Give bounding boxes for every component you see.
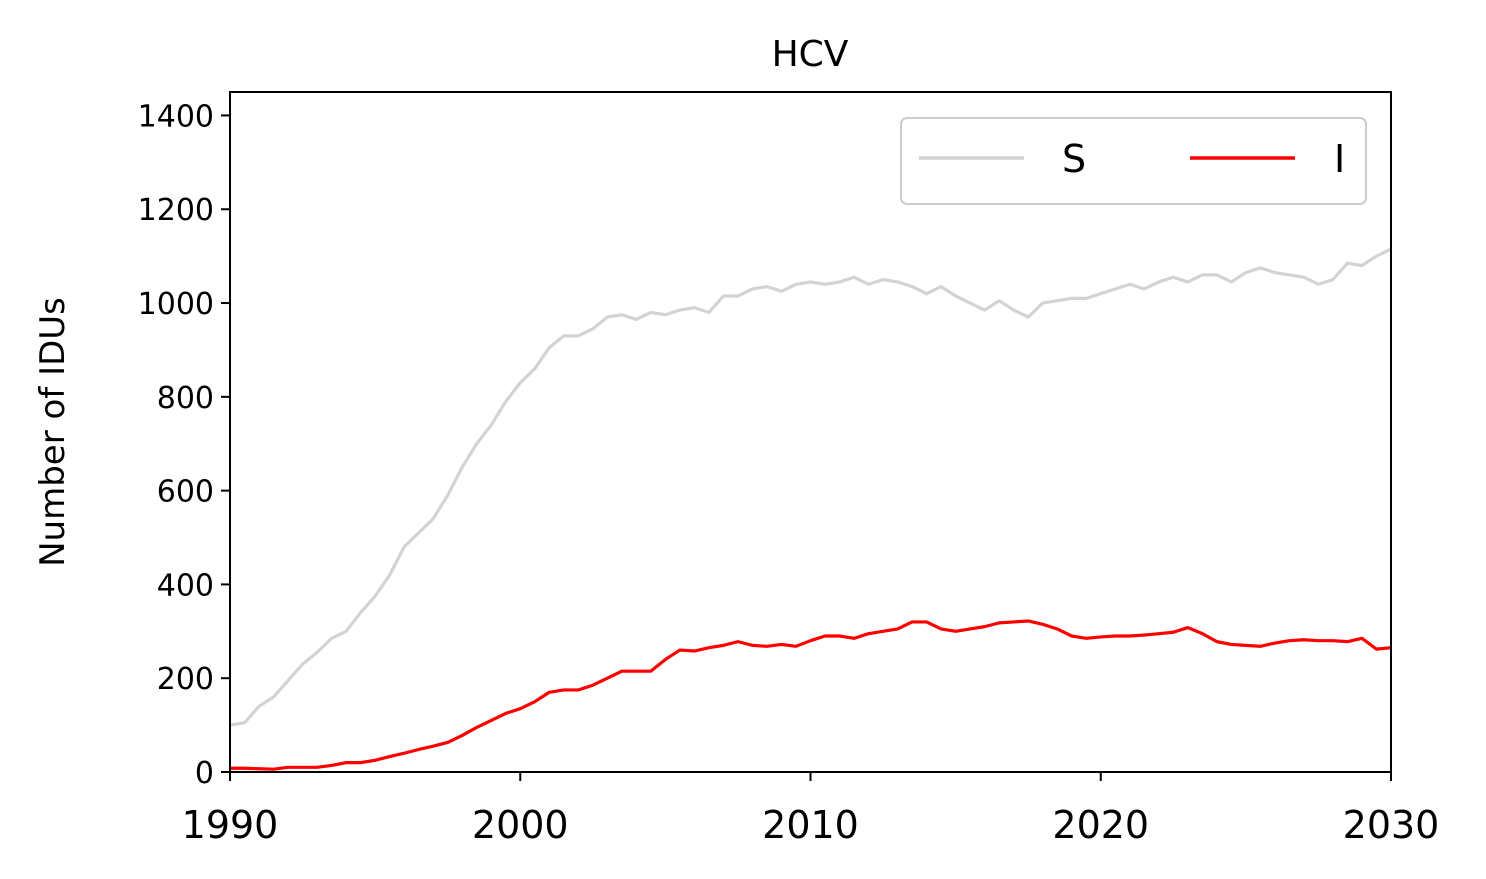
y-tick-label: 1200 xyxy=(138,193,214,228)
legend-label-S: S xyxy=(1062,137,1086,181)
y-tick-label: 1400 xyxy=(138,99,214,134)
y-tick-label: 600 xyxy=(157,475,214,510)
x-axis: 1990 2000 2010 2020 2030 xyxy=(182,772,1440,847)
chart-title: HCV xyxy=(772,34,849,75)
legend-box xyxy=(900,117,1367,205)
series-line-I xyxy=(230,619,1392,771)
y-tick-label: 1000 xyxy=(138,287,214,322)
y-axis: 0 200 400 600 800 1000 1200 1400 xyxy=(138,99,230,791)
series-line-S xyxy=(229,247,1392,727)
x-tick-label: 2030 xyxy=(1343,803,1440,847)
x-tick-label: 1990 xyxy=(182,803,279,847)
y-tick-label: 400 xyxy=(157,568,214,603)
series-layer xyxy=(229,247,1392,771)
x-tick-label: 2000 xyxy=(472,803,569,847)
y-tick-label: 800 xyxy=(157,381,214,416)
y-axis-label: Number of IDUs xyxy=(33,297,73,567)
y-tick-label: 0 xyxy=(195,756,214,791)
legend-label-I: I xyxy=(1334,137,1345,181)
x-tick-label: 2020 xyxy=(1052,803,1149,847)
x-tick-label: 2010 xyxy=(762,803,859,847)
y-tick-label: 200 xyxy=(157,662,214,697)
